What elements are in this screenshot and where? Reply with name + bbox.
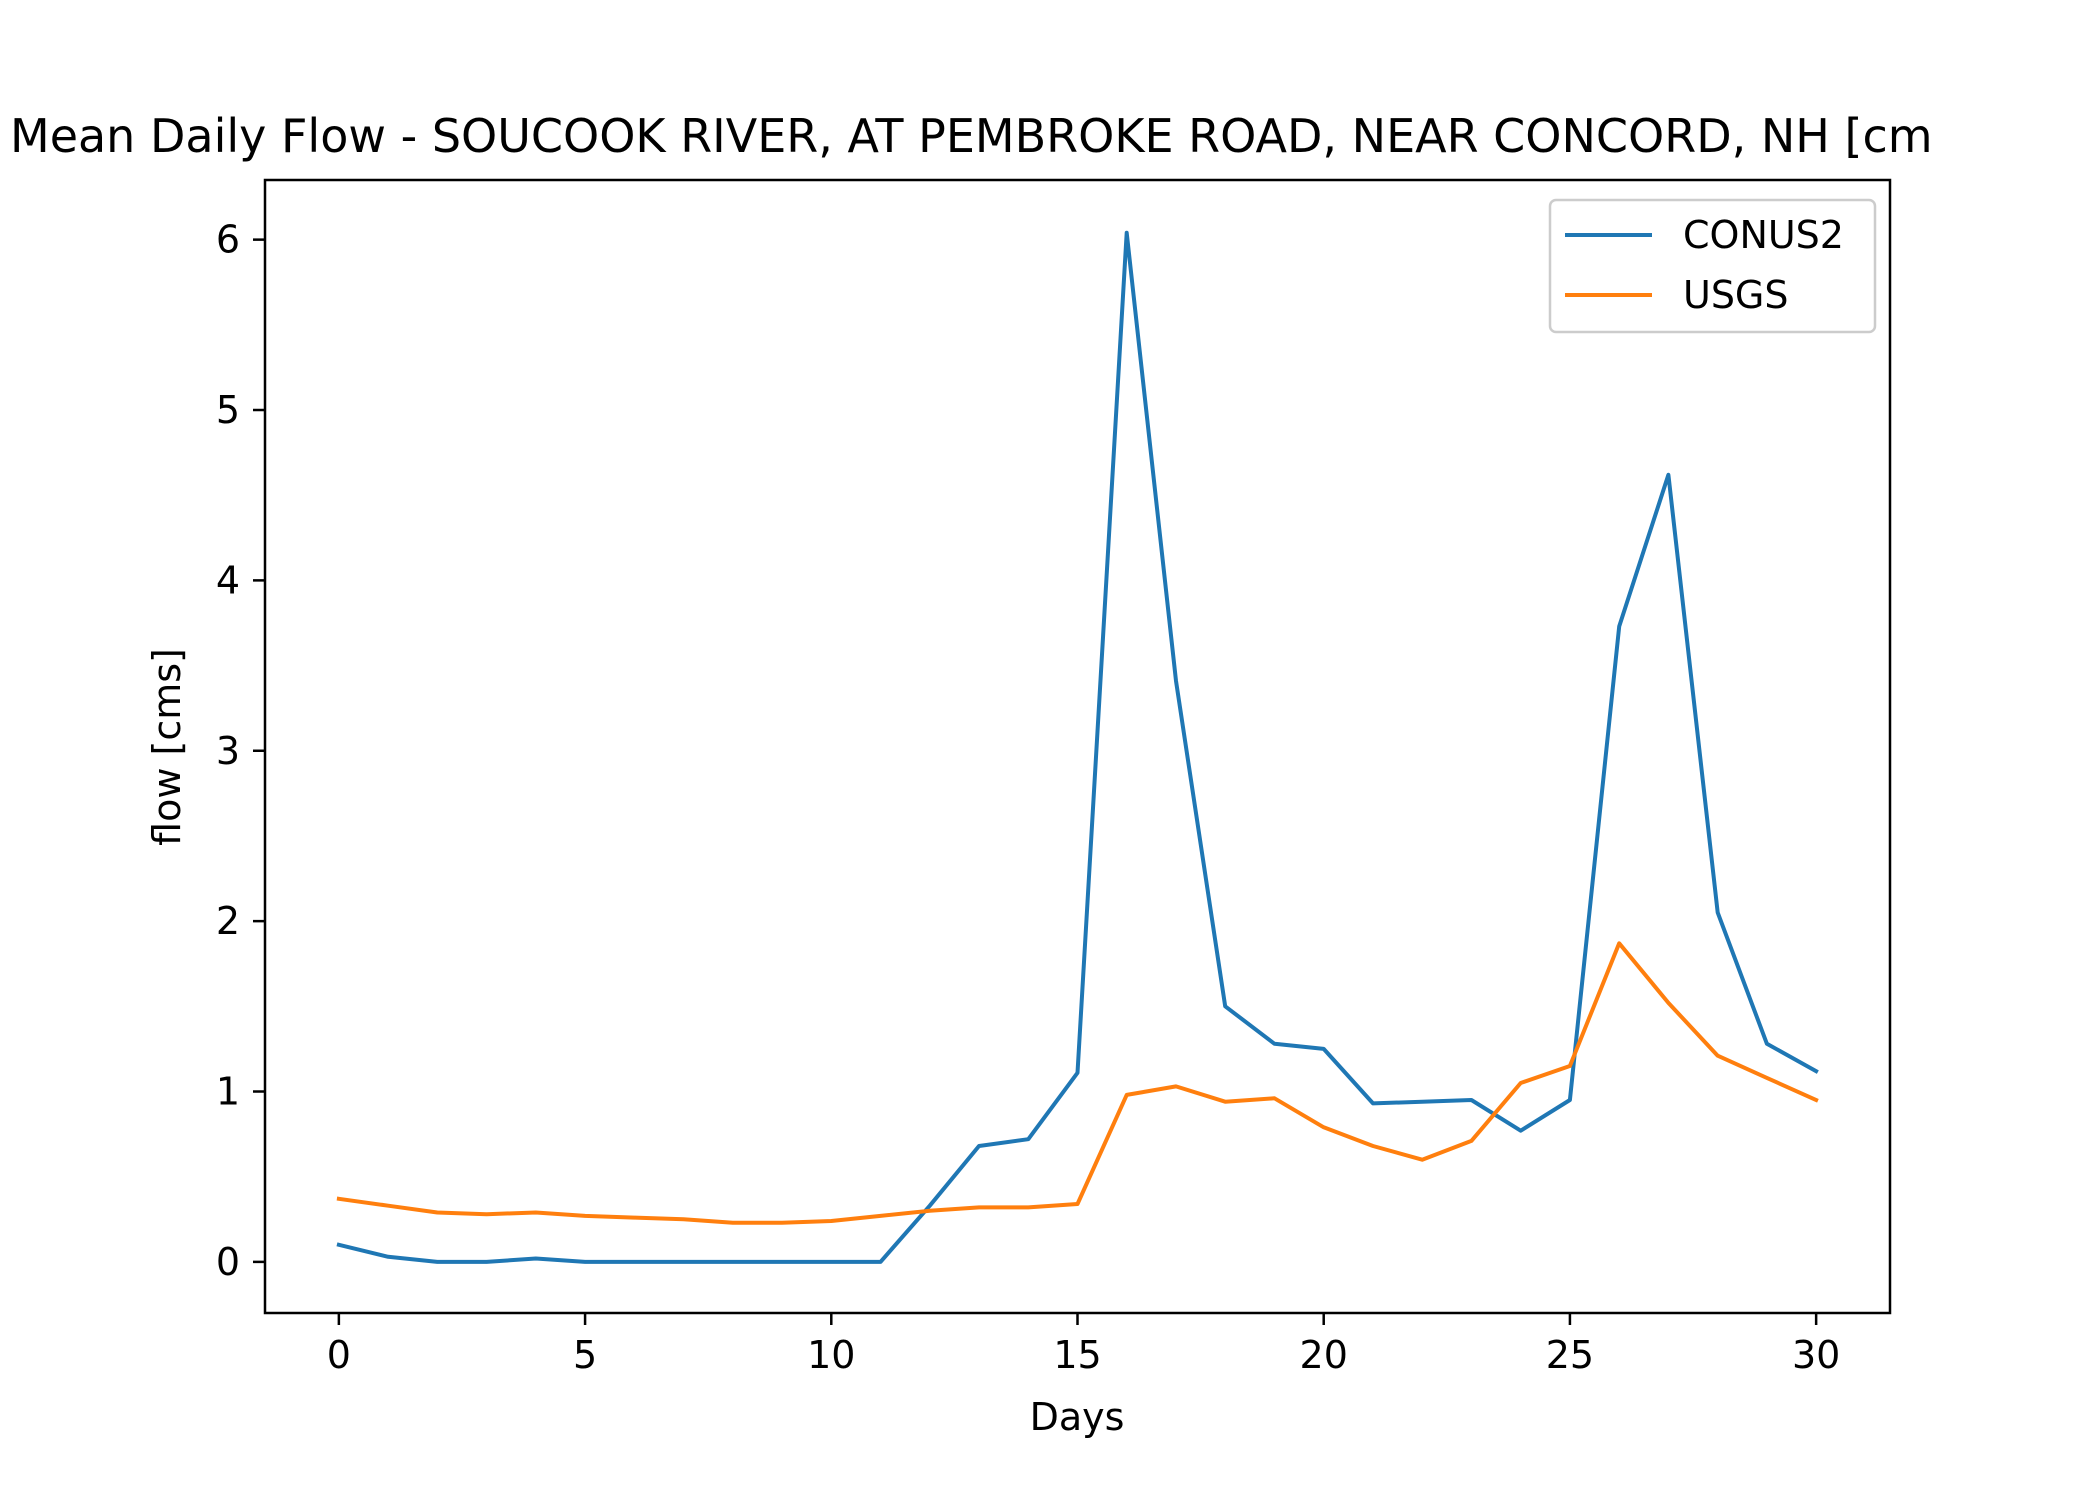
y-tick-label: 4: [216, 558, 240, 602]
series-line-usgs: [336, 941, 1819, 1225]
y-tick-label: 1: [216, 1070, 240, 1114]
x-tick-label: 25: [1546, 1333, 1594, 1377]
y-tick-label: 3: [216, 729, 240, 773]
axes: 0 5 10 15 20 25 30 0 1 2 3 4 5 6: [216, 178, 1892, 1377]
x-tick-label: 10: [807, 1333, 855, 1377]
x-tick-label: 20: [1300, 1333, 1348, 1377]
y-tick-label: 0: [216, 1240, 240, 1284]
series-line-conus2: [336, 230, 1819, 1264]
x-tick-label: 15: [1053, 1333, 1101, 1377]
legend-label-conus2: CONUS2: [1683, 213, 1844, 257]
chart-title: Mean Daily Flow - SOUCOOK RIVER, AT PEMB…: [10, 109, 1933, 163]
x-tick-label: 5: [573, 1333, 597, 1377]
x-tick-label: 0: [327, 1333, 351, 1377]
x-tick-label: 30: [1792, 1333, 1840, 1377]
plot-area: [336, 230, 1819, 1264]
y-tick-label: 2: [216, 899, 240, 943]
y-axis-label: flow [cms]: [145, 648, 189, 846]
legend-label-usgs: USGS: [1683, 273, 1789, 317]
x-axis-label: Days: [1030, 1395, 1125, 1439]
y-tick-label: 5: [216, 388, 240, 432]
legend: CONUS2 USGS: [1548, 198, 1877, 334]
y-tick-label: 6: [216, 218, 240, 262]
